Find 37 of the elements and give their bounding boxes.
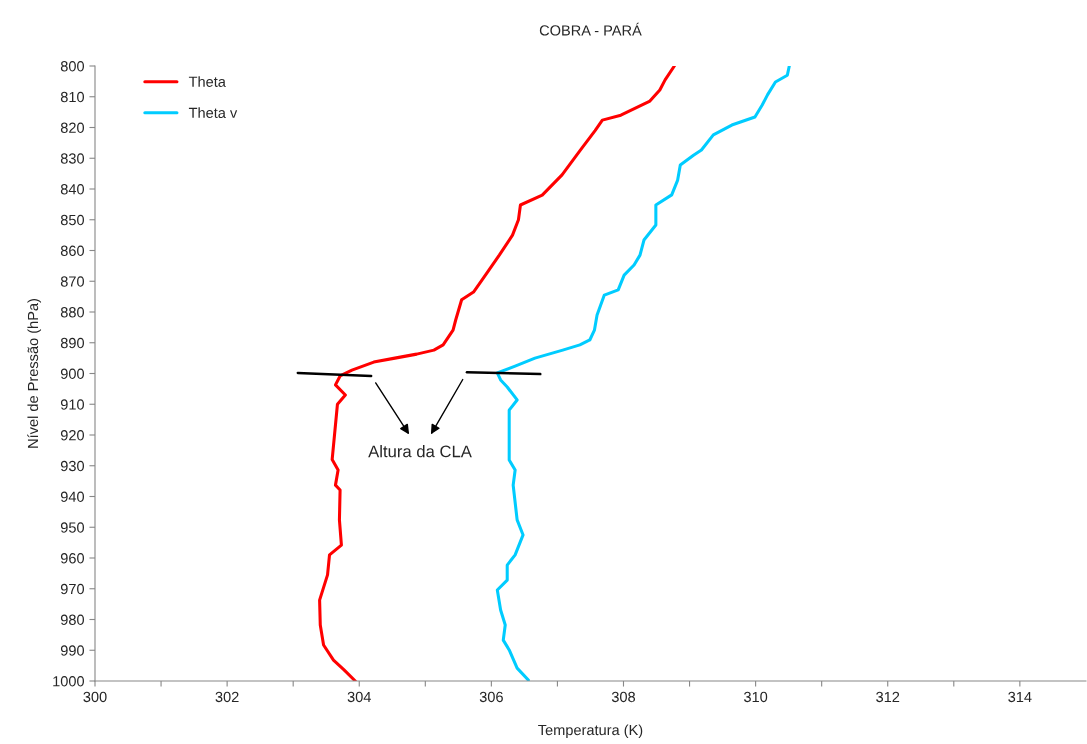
legend-label: Theta v (188, 107, 238, 119)
y-tick-label: 960 (60, 553, 85, 564)
x-tick-label: 312 (876, 691, 900, 703)
y-tick-label: 820 (60, 122, 85, 133)
y-tick-label: 840 (60, 184, 85, 195)
x-tick-label: 314 (1008, 691, 1032, 703)
y-tick-label: 800 (60, 61, 85, 72)
y-axis-title: Nível de Pressão (hPa) (27, 299, 42, 448)
x-tick-label: 304 (347, 691, 371, 703)
y-tick-label: 920 (60, 430, 85, 441)
x-tick-label: 310 (744, 691, 768, 703)
x-tick-label: 306 (479, 691, 503, 703)
x-tick-label: 300 (83, 691, 107, 703)
y-tick-label: 850 (60, 214, 85, 226)
y-tick-label: 890 (60, 337, 85, 349)
y-tick-label: 1000 (53, 676, 85, 687)
y-tick-label: 870 (60, 276, 85, 287)
line-series (495, 66, 791, 681)
y-tick-label: 930 (60, 460, 85, 472)
y-tick-label: 880 (60, 307, 85, 318)
x-axis-title: Temperatura (K) (538, 724, 643, 739)
legend-label: Theta (188, 76, 226, 87)
y-tick-label: 810 (60, 91, 85, 103)
y-tick-label: 970 (60, 583, 85, 595)
y-tick-label: 950 (60, 522, 85, 533)
line-series (318, 66, 676, 681)
y-tick-label: 990 (60, 645, 85, 656)
x-tick-label: 308 (611, 691, 636, 703)
annotation: Altura da CLA (368, 445, 472, 458)
y-tick-label: 900 (60, 368, 85, 379)
y-tick-label: 910 (60, 399, 85, 410)
y-tick-label: 860 (60, 245, 85, 256)
y-tick-label: 940 (60, 491, 85, 502)
y-tick-label: 980 (60, 614, 85, 625)
chart-title: COBRA - PARÁ (539, 22, 642, 36)
y-tick-label: 830 (60, 153, 85, 164)
x-tick-label: 302 (215, 691, 239, 703)
